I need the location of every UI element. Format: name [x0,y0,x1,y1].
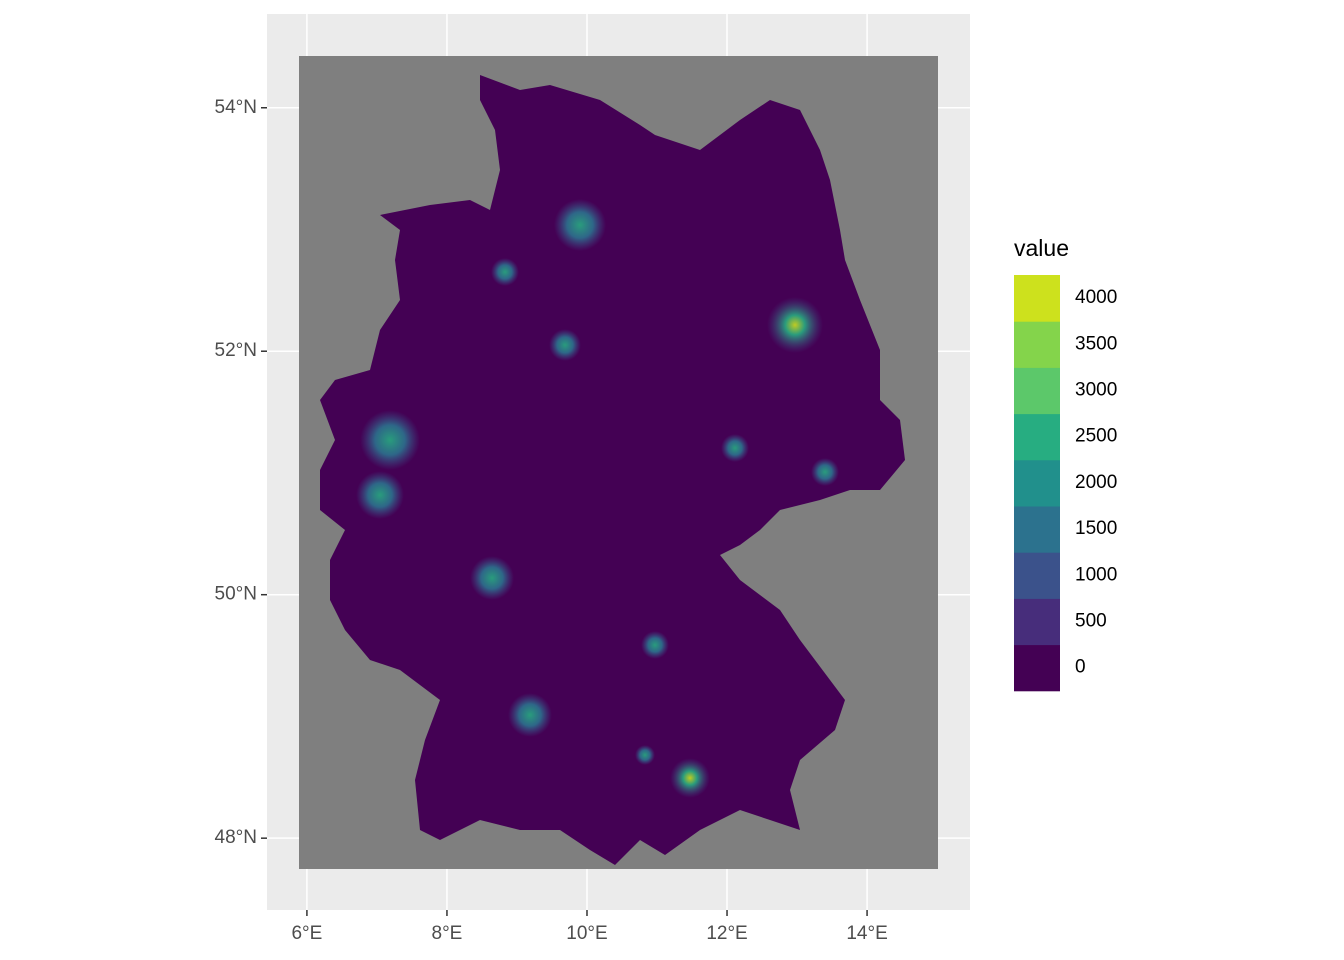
x-tick-label: 12°E [706,923,747,944]
y-tick-label: 52°N [215,340,257,361]
x-tick-label: 14°E [846,923,887,944]
x-tick-label: 10°E [566,923,607,944]
hotspot [356,471,404,519]
legend-label: 3000 [1075,380,1117,401]
axes: 6°E 8°E 10°E 12°E 14°E 48°N 50°N 52°N 54°N [215,97,888,944]
legend-label: 2000 [1075,472,1117,493]
legend-label: 2500 [1075,426,1117,447]
urban-hotspots [356,199,839,798]
y-tick-label: 48°N [215,827,257,848]
y-tick-label: 50°N [215,584,257,605]
legend-key [1014,459,1060,507]
hotspot [670,758,710,798]
legend-label: 1500 [1075,518,1117,539]
hotspot [360,410,420,470]
legend-label: 4000 [1075,287,1117,308]
legend-label: 500 [1075,611,1107,632]
legend-key [1014,644,1060,692]
hotspot [641,631,669,659]
legend-key [1014,413,1060,461]
hotspot [491,258,519,286]
hotspot [554,199,606,251]
legend-title: value [1014,235,1069,261]
hotspot [811,458,839,486]
hotspot [549,329,581,361]
legend-key [1014,598,1060,646]
x-tick-label: 6°E [291,923,322,944]
germany-raster [320,75,905,865]
legend-label: 0 [1075,657,1086,678]
legend-key [1014,367,1060,415]
hotspot [470,556,514,600]
legend: 0 500 1000 1500 2000 2500 3000 3500 4000 [1014,275,1117,692]
legend-key [1014,275,1060,322]
hotspot [635,745,655,765]
legend-label: 3500 [1075,333,1117,354]
hotspot [767,297,823,353]
legend-key [1014,506,1060,553]
hotspot [721,434,749,462]
legend-key [1014,321,1060,368]
x-tick-label: 8°E [432,923,463,944]
legend-label: 1000 [1075,564,1117,585]
legend-key [1014,552,1060,599]
hotspot [508,693,552,737]
y-tick-label: 54°N [215,97,257,118]
